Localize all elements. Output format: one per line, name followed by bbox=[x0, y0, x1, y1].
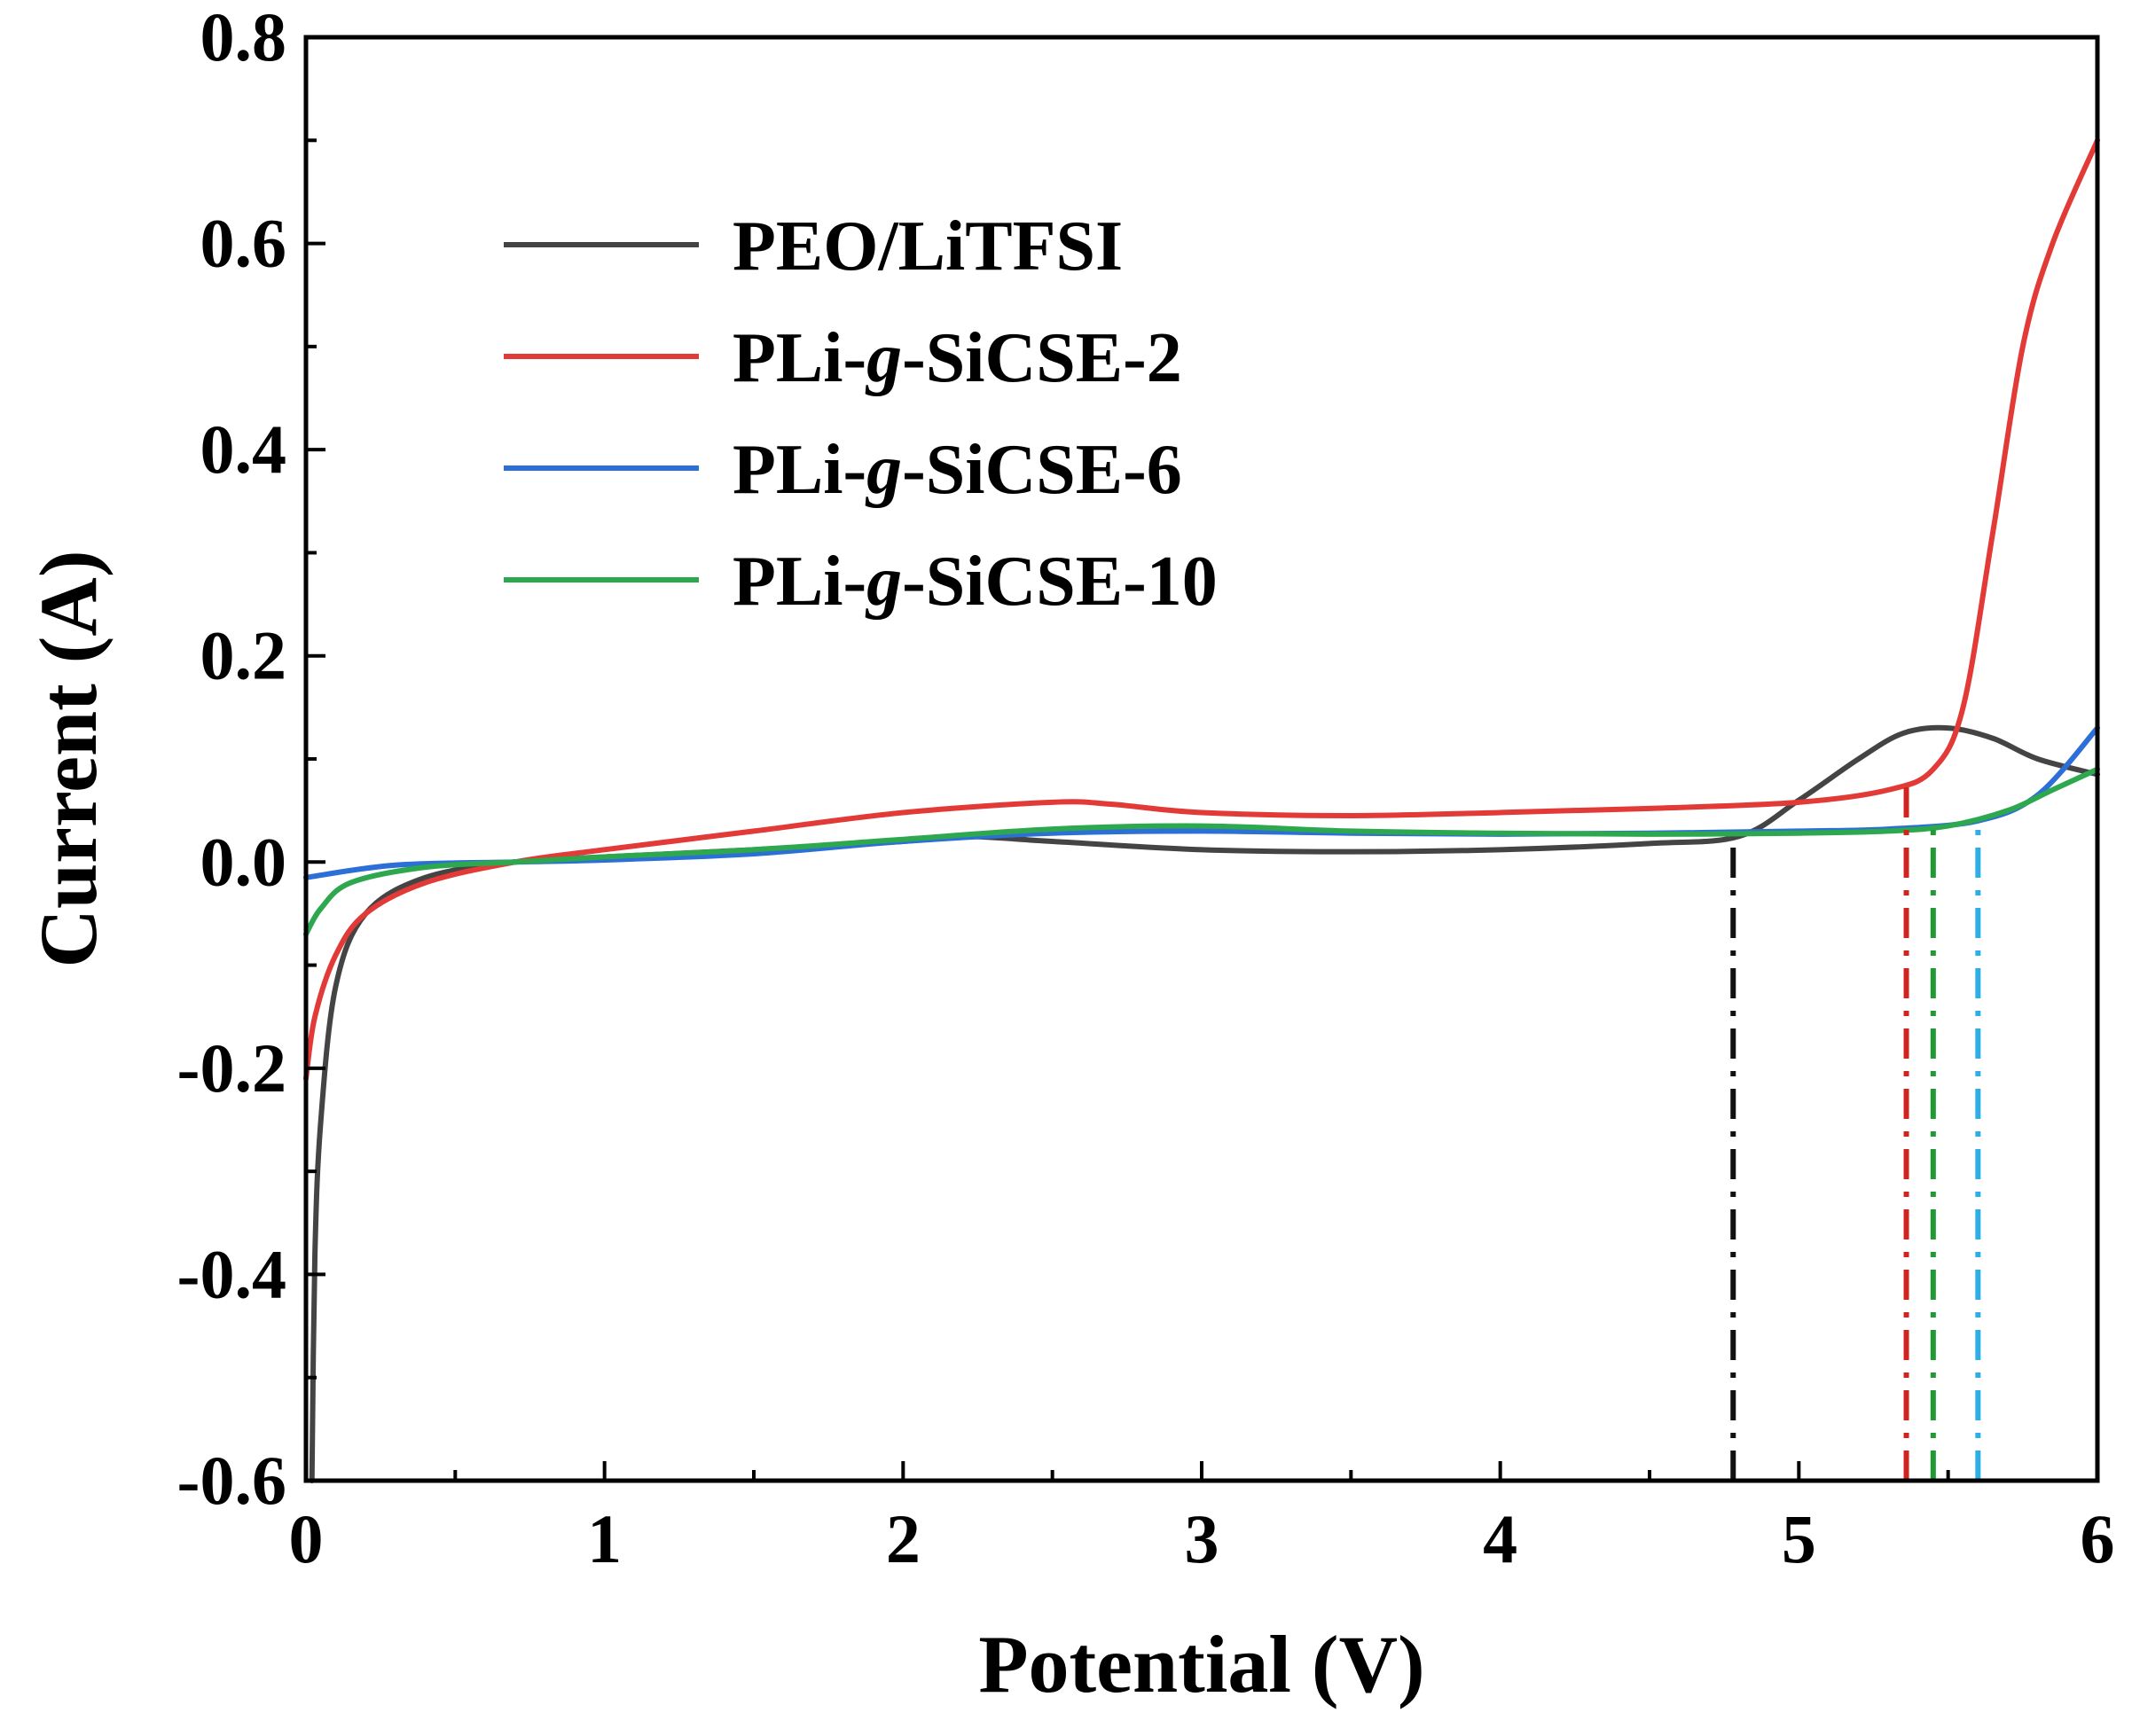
axes-frame bbox=[303, 35, 2100, 1483]
legend-label-pli-g-sicse-10: PLi-g-SiCSE-10 bbox=[733, 543, 1218, 621]
x-axis-title: Potential (V) bbox=[978, 1619, 1424, 1709]
y-tick-label: 0.6 bbox=[200, 205, 287, 282]
series-group bbox=[303, 137, 2100, 1483]
x-tick-label: 4 bbox=[1483, 1500, 1517, 1577]
y-tick-label: 0.8 bbox=[200, 0, 287, 75]
y-tick-label: 0.0 bbox=[200, 823, 287, 900]
x-tick-label: 1 bbox=[587, 1500, 622, 1577]
onset-marker-group bbox=[1730, 785, 1981, 1481]
legend-label-peo-litfsi: PEO/LiTFSI bbox=[733, 207, 1123, 285]
y-tick-label: -0.6 bbox=[177, 1442, 286, 1519]
x-tick-label: 5 bbox=[1782, 1500, 1816, 1577]
y-axis-ticks: -0.6 -0.4 -0.2 0.0 0.2 0.4 0.6 0.8 bbox=[177, 0, 325, 1519]
legend-label-pli-g-sicse-6: PLi-g-SiCSE-6 bbox=[733, 431, 1182, 509]
legend: PEO/LiTFSI PLi-g-SiCSE-2 PLi-g-SiCSE-6 PLi-… bbox=[504, 207, 1218, 621]
y-tick-label: 0.4 bbox=[200, 411, 287, 488]
x-axis-ticks: 0 1 2 3 4 5 6 bbox=[289, 1461, 2115, 1577]
x-tick-label: 3 bbox=[1185, 1500, 1219, 1577]
x-tick-label: 0 bbox=[289, 1500, 324, 1577]
series-line-peo-litfsi bbox=[309, 724, 2100, 1483]
y-axis-title: Current (A) bbox=[23, 551, 114, 968]
legend-label-pli-g-sicse-2: PLi-g-SiCSE-2 bbox=[733, 319, 1182, 397]
series-line-pli-g-sicse-2 bbox=[303, 137, 2100, 1082]
y-tick-label: -0.2 bbox=[177, 1029, 286, 1107]
y-tick-label: -0.4 bbox=[177, 1235, 286, 1312]
x-tick-label: 2 bbox=[886, 1500, 921, 1577]
x-tick-label: 6 bbox=[2081, 1500, 2115, 1577]
y-tick-label: 0.2 bbox=[200, 617, 287, 694]
